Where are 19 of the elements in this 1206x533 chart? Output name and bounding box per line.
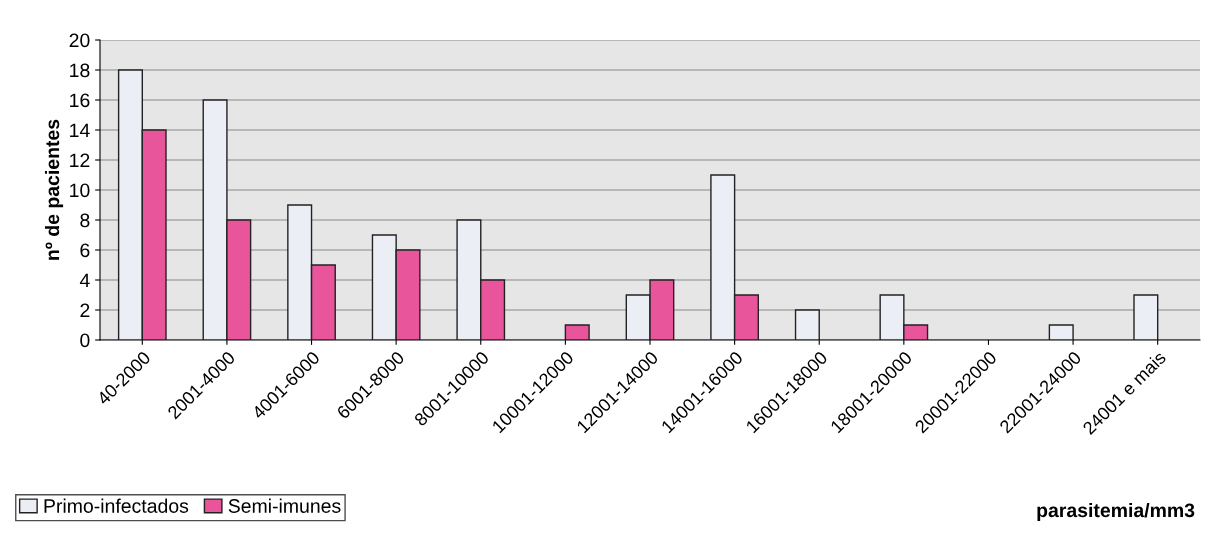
- y-tick-label: 10: [70, 183, 90, 198]
- y-tick-label: 8: [80, 213, 90, 228]
- bar: [564, 324, 590, 340]
- y-tick-label: 6: [80, 243, 90, 258]
- y-tick-label: 12: [70, 153, 90, 168]
- legend-label: Semi-imunes: [228, 498, 341, 513]
- y-tick-label: 14: [70, 123, 90, 138]
- bar: [1048, 324, 1074, 340]
- legend-label: Primo-infectados: [44, 498, 189, 513]
- y-tick-label: 4: [79, 273, 90, 288]
- y-tick-label: 20: [69, 33, 90, 48]
- y-axis-title: nº de pacientes: [44, 119, 64, 260]
- x-axis-title: parasitemia/mm3: [1037, 502, 1195, 522]
- bar: [794, 309, 820, 340]
- bar: [1133, 294, 1159, 340]
- y-tick-label: 0: [80, 333, 90, 348]
- y-tick-label: 16: [70, 93, 90, 108]
- y-tick-label: 18: [70, 63, 90, 78]
- y-tick-label: 2: [80, 303, 90, 318]
